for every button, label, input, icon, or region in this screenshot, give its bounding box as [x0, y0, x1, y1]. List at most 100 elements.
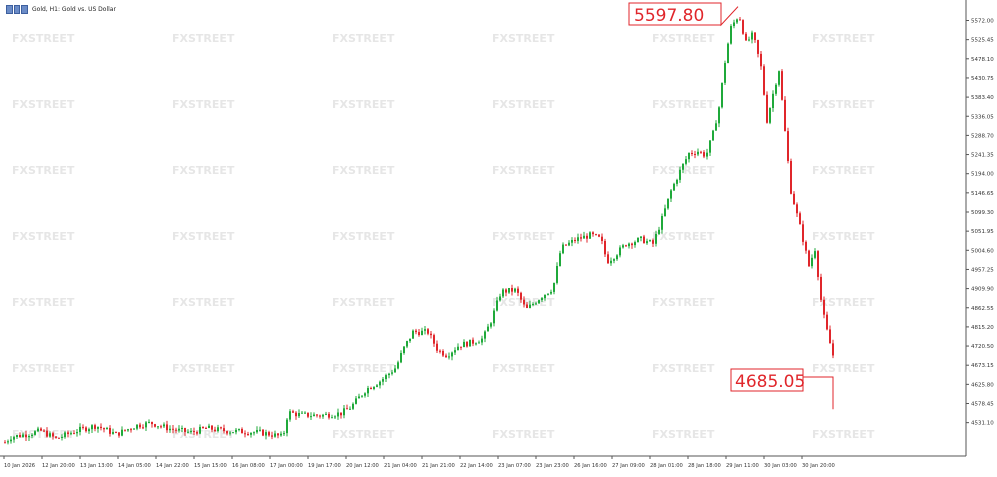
candle-body — [712, 130, 714, 141]
x-tick-label: 15 Jan 15:00 — [194, 463, 227, 469]
candle — [214, 426, 216, 433]
watermark-text: FXSTREET — [652, 32, 715, 45]
candle — [202, 426, 204, 429]
candle-body — [742, 20, 744, 34]
candle — [355, 396, 357, 405]
candle — [415, 328, 417, 335]
candle-body — [409, 338, 411, 342]
candle — [163, 422, 165, 429]
candle-body — [286, 419, 288, 434]
candle-body — [82, 426, 84, 428]
candle — [733, 19, 735, 29]
candle-body — [253, 432, 255, 434]
candle-body — [505, 289, 507, 293]
candle-body — [91, 425, 93, 430]
candle — [418, 328, 420, 337]
candle-body — [673, 183, 675, 191]
candle — [100, 423, 102, 431]
candle — [391, 369, 393, 376]
watermark-text: FXSTREET — [652, 230, 715, 243]
candle-body — [376, 385, 378, 387]
x-tick-label: 17 Jan 00:00 — [270, 463, 303, 469]
candle — [130, 427, 132, 433]
candle-body — [550, 291, 552, 294]
candle — [709, 140, 711, 156]
candle — [811, 254, 813, 269]
candle — [649, 239, 651, 242]
candle-body — [733, 22, 735, 27]
candle — [577, 233, 579, 244]
candle-body — [139, 424, 141, 428]
candle — [64, 431, 66, 439]
y-tick-label: 5004.60 — [971, 248, 994, 254]
candle-body — [517, 288, 519, 293]
candle-body — [190, 431, 192, 433]
candle — [694, 150, 696, 159]
candle — [475, 342, 477, 346]
candle-body — [154, 424, 156, 427]
candle — [226, 430, 228, 436]
candle — [562, 242, 564, 255]
candle-body — [649, 240, 651, 242]
candle-body — [364, 393, 366, 396]
candle-body — [181, 428, 183, 430]
x-tick-label: 20 Jan 12:00 — [346, 463, 379, 469]
candle — [406, 340, 408, 349]
watermark-text: FXSTREET — [492, 230, 555, 243]
candle-body — [40, 428, 42, 431]
watermark-text: FXSTREET — [12, 230, 75, 243]
candle — [187, 429, 189, 434]
candle — [820, 273, 822, 303]
candle — [466, 341, 468, 348]
candle — [676, 178, 678, 187]
candle-body — [661, 216, 663, 230]
candle-body — [403, 346, 405, 354]
candle-body — [355, 398, 357, 404]
candle — [826, 311, 828, 331]
candle-body — [115, 432, 117, 434]
candles-layer — [4, 16, 834, 445]
candle — [229, 430, 231, 436]
candle — [706, 148, 708, 160]
candle — [97, 426, 99, 433]
candle-body — [346, 408, 348, 410]
candle — [256, 426, 258, 434]
candle — [424, 326, 426, 335]
candle — [184, 427, 186, 436]
candle — [457, 343, 459, 351]
candle — [283, 430, 285, 436]
candle-body — [817, 251, 819, 277]
watermark-text: FXSTREET — [652, 428, 715, 441]
candle-body — [571, 239, 573, 243]
candle — [43, 429, 45, 433]
candle-body — [448, 356, 450, 358]
candle — [589, 231, 591, 239]
chart-title: Gold, H1: Gold vs. US Dollar — [32, 5, 116, 13]
candle — [790, 158, 792, 195]
candle — [529, 300, 531, 309]
candle — [505, 288, 507, 297]
candle — [643, 234, 645, 244]
candle — [109, 425, 111, 437]
candle-body — [106, 427, 108, 430]
candle-body — [352, 403, 354, 409]
candle — [829, 325, 831, 344]
watermark-text: FXSTREET — [812, 296, 875, 309]
candle — [328, 411, 330, 420]
watermark-text: FXSTREET — [812, 230, 875, 243]
candle — [52, 431, 54, 440]
candle-body — [367, 388, 369, 394]
candle-body — [178, 428, 180, 431]
candle-body — [502, 289, 504, 297]
candle — [598, 234, 600, 238]
watermark-text: FXSTREET — [492, 428, 555, 441]
candle — [106, 426, 108, 430]
candle — [712, 129, 714, 141]
candle-body — [52, 433, 54, 437]
candle-body — [295, 412, 297, 417]
candle-body — [796, 204, 798, 214]
candle-body — [643, 236, 645, 244]
candle — [289, 409, 291, 422]
candle-body — [10, 439, 12, 442]
